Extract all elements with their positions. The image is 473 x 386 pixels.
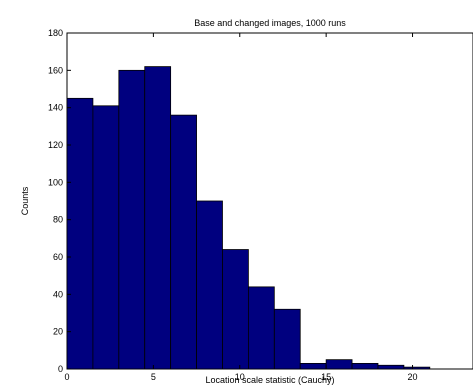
histogram-bar <box>92 105 120 370</box>
x-ticks-group: 0 5 10 15 20 <box>64 33 418 382</box>
y-tick-label: 20 <box>53 327 63 337</box>
y-tick-label: 80 <box>53 215 63 225</box>
x-tick-label: 10 <box>235 372 245 382</box>
y-tick-label: 160 <box>48 65 63 75</box>
y-tick-label: 180 <box>48 28 63 38</box>
histogram-bar <box>196 200 223 370</box>
histogram-bar <box>325 359 353 370</box>
chart-title: Base and changed images, 1000 runs <box>194 18 346 28</box>
histogram-bar <box>299 362 327 370</box>
histogram-bar <box>144 66 172 370</box>
y-tick-label: 0 <box>58 364 63 374</box>
x-tick-label: 5 <box>151 372 156 382</box>
x-tick-label: 15 <box>321 372 331 382</box>
histogram-bar <box>273 308 301 370</box>
histogram-bar <box>222 249 249 370</box>
y-tick-label: 140 <box>48 103 63 113</box>
histogram-bar <box>170 114 197 370</box>
histogram-bar <box>351 362 379 370</box>
x-tick-label: 0 <box>64 372 69 382</box>
x-tick-label: 20 <box>408 372 418 382</box>
histogram-bar <box>247 286 275 370</box>
y-tick-label: 60 <box>53 252 63 262</box>
bars-group <box>66 66 431 370</box>
histogram-bar <box>377 364 405 370</box>
y-tick-label: 40 <box>53 289 63 299</box>
x-axis-title: Location scale statistic (Cauchy) <box>205 375 334 385</box>
y-axis-title: Counts <box>20 186 30 215</box>
y-ticks-group: 0 20 40 60 80 100 120 140 160 180 <box>48 28 71 374</box>
y-tick-label: 120 <box>48 140 63 150</box>
histogram-bar <box>403 366 431 370</box>
y-tick-label: 100 <box>48 177 63 187</box>
histogram-bar <box>66 97 94 370</box>
histogram-bar <box>118 69 146 370</box>
